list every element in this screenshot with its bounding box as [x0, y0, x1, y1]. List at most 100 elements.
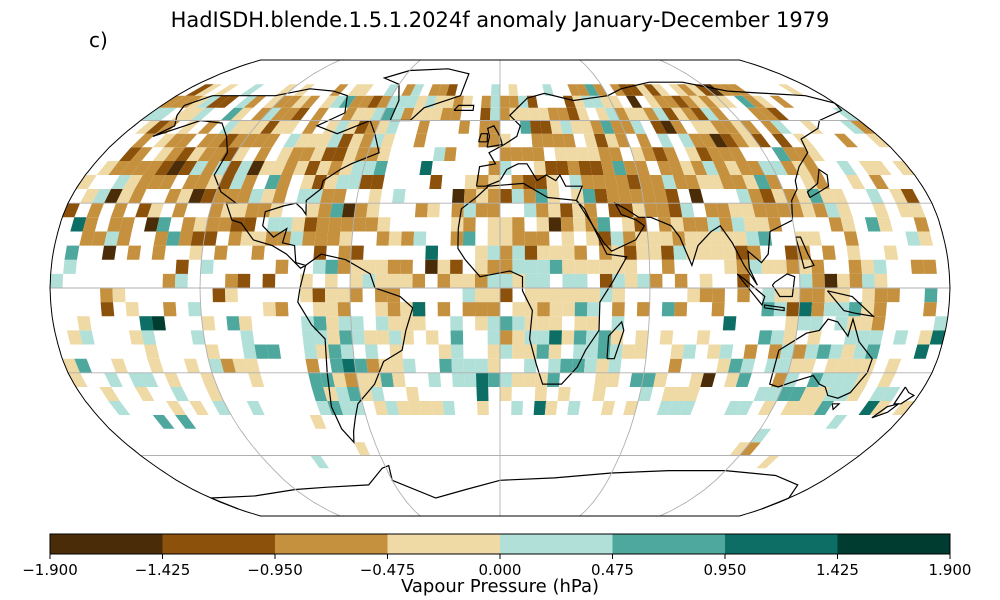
grid-cell: [623, 401, 639, 415]
grid-cell: [213, 245, 228, 260]
grid-cell: [669, 120, 688, 134]
grid-cell: [849, 273, 863, 288]
grid-cell: [239, 84, 265, 96]
grid-cell: [180, 217, 196, 232]
colorbar-tick-label: 0.000: [479, 561, 522, 579]
grid-cell: [589, 95, 605, 108]
grid-cell: [500, 133, 511, 148]
colorbar-tick-label: −0.475: [360, 561, 416, 579]
grid-cell: [163, 302, 177, 317]
grid-cell: [242, 344, 257, 359]
grid-cell: [652, 95, 671, 108]
grid-cell: [262, 273, 276, 288]
grid-cell: [739, 120, 761, 134]
grid-cell: [586, 147, 601, 161]
grid-cell: [688, 189, 704, 204]
coastline-segment: [475, 81, 843, 286]
grid-cell: [376, 95, 393, 108]
grid-cell: [400, 316, 414, 331]
grid-cell: [780, 161, 800, 175]
grid-cell: [487, 330, 500, 345]
grid-cell: [239, 120, 261, 134]
grid-cell: [637, 273, 650, 288]
coastline-segment: [382, 68, 470, 122]
grid-cell: [164, 372, 182, 387]
grid-cell: [442, 401, 456, 415]
grid-cell: [153, 231, 169, 246]
grid-cell: [860, 302, 875, 317]
grid-cell: [636, 302, 650, 317]
colorbar-swatch: [275, 534, 388, 554]
grid-cell: [217, 175, 235, 189]
grid-cell: [248, 189, 265, 204]
grid-cell: [414, 203, 428, 218]
grid-cell: [599, 288, 613, 303]
grid-cell: [100, 302, 115, 317]
grid-cell: [694, 217, 709, 232]
grid-cell: [234, 95, 258, 108]
grid-cell: [292, 161, 310, 175]
grid-cell: [689, 120, 709, 134]
grid-cell: [603, 175, 618, 189]
grid-cell: [656, 133, 674, 148]
grid-cell: [649, 175, 665, 189]
grid-cell: [425, 245, 439, 260]
grid-cell: [560, 358, 573, 373]
grid-cell: [475, 316, 488, 331]
grid-cell: [549, 120, 563, 134]
grid-cell: [388, 330, 402, 345]
grid-cell: [364, 217, 379, 232]
grid-cell: [638, 175, 654, 189]
grid-cell: [244, 203, 260, 218]
grid-cell: [364, 344, 379, 359]
grid-cell: [165, 231, 181, 246]
grid-cell: [739, 442, 761, 456]
grid-cell: [556, 161, 570, 175]
grid-cell: [244, 358, 260, 373]
grid-cell: [376, 330, 390, 345]
grid-cell: [432, 147, 446, 161]
grid-cell: [70, 217, 87, 232]
grid-cell: [82, 217, 99, 232]
grid-cell: [335, 387, 351, 401]
grid-cell: [578, 161, 593, 175]
grid-cell: [250, 107, 273, 121]
grid-cell: [224, 189, 241, 204]
globe-outline: [49, 59, 951, 517]
grid-cell: [892, 161, 915, 175]
grid-cell: [226, 316, 241, 331]
grid-cell: [828, 344, 844, 359]
grid-cell: [462, 95, 474, 108]
grid-cell: [110, 358, 128, 373]
grid-cell: [589, 120, 605, 134]
grid-cell: [908, 203, 926, 218]
grid-cell: [380, 133, 396, 148]
grid-cell: [750, 428, 772, 443]
grid-cell: [280, 120, 301, 134]
grid-cell: [746, 161, 765, 175]
grid-cell: [68, 372, 88, 387]
grid-cell: [585, 344, 599, 359]
grid-cell: [868, 387, 889, 401]
grid-cell: [80, 189, 100, 204]
grid-cell: [395, 95, 411, 108]
grid-cell: [238, 316, 253, 331]
grid-cell: [574, 245, 588, 260]
grid-cell: [877, 372, 896, 387]
grid-cell: [215, 95, 240, 108]
grid-cell: [524, 203, 537, 218]
grid-cell: [335, 175, 351, 189]
grid-cell: [586, 316, 600, 331]
grid-cell: [196, 133, 219, 148]
grid-cell: [811, 387, 830, 401]
grid-cell: [836, 161, 858, 175]
grid-cell: [706, 344, 721, 359]
grid-cell: [140, 372, 159, 387]
grid-cell: [765, 175, 783, 189]
grid-cell: [401, 231, 415, 246]
grid-cell: [676, 84, 698, 96]
grid-cell: [240, 330, 255, 345]
grid-cell: [141, 330, 157, 345]
grid-cell: [592, 84, 608, 96]
grid-cell: [489, 133, 500, 148]
